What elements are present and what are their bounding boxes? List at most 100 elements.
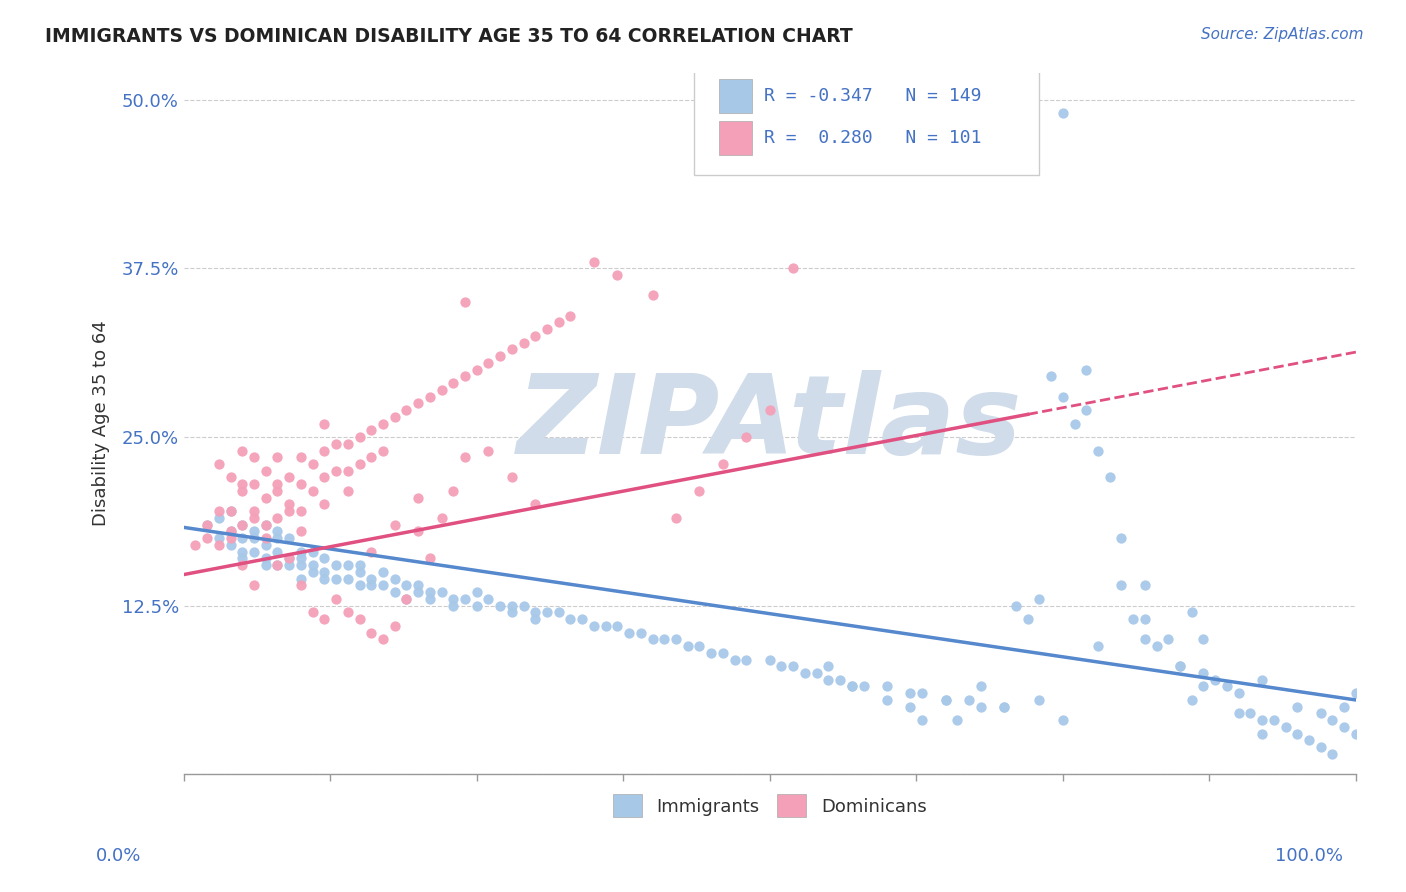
Point	[290, 504, 312, 518]
Point	[243, 524, 266, 539]
Point	[325, 437, 347, 451]
Point	[711, 457, 734, 471]
Point	[336, 605, 359, 619]
Point	[900, 686, 922, 700]
Point	[441, 591, 464, 606]
Point	[314, 498, 336, 512]
Point	[314, 572, 336, 586]
Point	[617, 625, 640, 640]
Point	[477, 443, 499, 458]
Point	[360, 423, 382, 437]
Point	[1157, 632, 1180, 647]
Point	[1216, 680, 1239, 694]
Point	[1122, 612, 1144, 626]
Point	[1239, 706, 1261, 721]
Point	[723, 652, 745, 666]
Point	[231, 531, 253, 545]
Point	[688, 483, 710, 498]
Point	[793, 665, 815, 680]
Point	[876, 680, 898, 694]
Point	[254, 551, 277, 566]
Point	[1344, 727, 1367, 741]
Point	[817, 673, 839, 687]
Point	[1133, 632, 1156, 647]
Point	[266, 524, 288, 539]
Point	[395, 591, 418, 606]
Point	[1286, 727, 1309, 741]
Point	[946, 713, 969, 727]
Point	[1286, 699, 1309, 714]
Point	[349, 558, 371, 573]
Point	[419, 390, 441, 404]
Point	[325, 558, 347, 573]
Point	[501, 599, 523, 613]
Point	[1322, 747, 1344, 761]
Point	[371, 632, 394, 647]
Point	[195, 517, 218, 532]
Point	[512, 599, 534, 613]
Point	[231, 551, 253, 566]
Point	[758, 652, 780, 666]
Point	[501, 605, 523, 619]
Point	[254, 558, 277, 573]
Point	[688, 639, 710, 653]
Point	[219, 504, 242, 518]
Point	[243, 450, 266, 465]
Point	[360, 544, 382, 558]
Point	[349, 565, 371, 579]
Point	[465, 599, 488, 613]
Point	[360, 572, 382, 586]
Point	[231, 483, 253, 498]
Point	[243, 578, 266, 592]
Point	[477, 591, 499, 606]
Point	[371, 565, 394, 579]
Point	[243, 504, 266, 518]
Point	[290, 450, 312, 465]
Point	[419, 591, 441, 606]
Point	[349, 612, 371, 626]
Point	[1227, 706, 1250, 721]
Text: 100.0%: 100.0%	[1275, 847, 1343, 864]
Point	[441, 483, 464, 498]
Text: IMMIGRANTS VS DOMINICAN DISABILITY AGE 35 TO 64 CORRELATION CHART: IMMIGRANTS VS DOMINICAN DISABILITY AGE 3…	[45, 27, 853, 45]
Y-axis label: Disability Age 35 to 64: Disability Age 35 to 64	[93, 321, 110, 526]
Point	[208, 511, 231, 525]
Point	[524, 612, 547, 626]
Point	[630, 625, 652, 640]
Point	[266, 544, 288, 558]
Point	[266, 558, 288, 573]
Point	[1063, 417, 1085, 431]
Point	[911, 686, 934, 700]
Point	[208, 538, 231, 552]
Point	[547, 315, 569, 329]
Point	[219, 470, 242, 484]
Point	[1251, 673, 1274, 687]
Point	[301, 544, 323, 558]
Point	[301, 605, 323, 619]
Point	[465, 585, 488, 599]
Point	[770, 659, 793, 673]
Point	[195, 531, 218, 545]
Point	[278, 531, 301, 545]
Point	[735, 652, 758, 666]
Point	[395, 591, 418, 606]
Point	[419, 551, 441, 566]
Point	[254, 464, 277, 478]
Point	[1204, 673, 1226, 687]
Point	[301, 457, 323, 471]
Point	[536, 322, 558, 336]
Point	[208, 531, 231, 545]
Point	[314, 612, 336, 626]
Point	[1052, 106, 1074, 120]
Point	[676, 639, 699, 653]
Point	[489, 349, 512, 363]
Legend: Immigrants, Dominicans: Immigrants, Dominicans	[606, 787, 934, 825]
Point	[560, 309, 582, 323]
Point	[266, 558, 288, 573]
FancyBboxPatch shape	[693, 59, 1039, 175]
Point	[336, 572, 359, 586]
Point	[219, 524, 242, 539]
Point	[876, 693, 898, 707]
Point	[290, 578, 312, 592]
Point	[1040, 369, 1063, 384]
